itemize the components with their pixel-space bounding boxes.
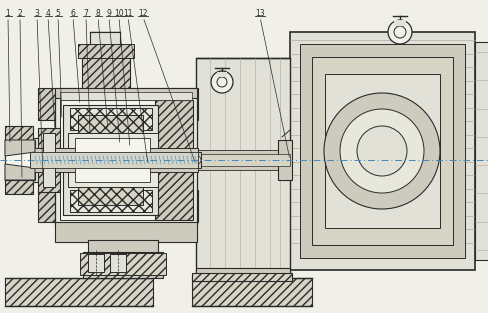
Bar xyxy=(88,240,158,254)
Bar xyxy=(196,150,289,170)
Bar xyxy=(110,254,126,272)
Text: 1: 1 xyxy=(6,9,10,18)
Bar xyxy=(55,88,197,98)
Bar xyxy=(60,100,192,220)
Bar xyxy=(83,252,163,278)
Circle shape xyxy=(217,77,226,87)
Bar xyxy=(63,105,158,215)
Bar xyxy=(193,152,201,168)
Circle shape xyxy=(356,126,406,176)
Bar xyxy=(5,278,153,306)
Bar xyxy=(325,74,439,228)
Bar xyxy=(60,92,192,100)
Bar xyxy=(78,115,142,133)
Bar xyxy=(78,187,142,205)
Bar xyxy=(38,190,198,222)
Bar xyxy=(68,133,158,187)
Text: 10: 10 xyxy=(114,9,123,18)
Circle shape xyxy=(210,71,232,93)
Bar xyxy=(33,138,53,182)
Bar xyxy=(299,44,464,258)
Bar xyxy=(289,32,474,270)
Bar xyxy=(55,222,197,242)
Text: 11: 11 xyxy=(123,9,132,18)
Bar xyxy=(393,20,405,26)
Circle shape xyxy=(393,26,405,38)
Bar xyxy=(5,126,33,194)
Bar xyxy=(80,253,165,275)
Text: 9: 9 xyxy=(106,9,111,18)
Text: 2: 2 xyxy=(18,9,22,18)
Bar xyxy=(55,95,197,225)
Bar xyxy=(155,100,193,220)
Polygon shape xyxy=(5,164,35,180)
Bar xyxy=(192,273,291,281)
Text: 6: 6 xyxy=(70,9,75,18)
Circle shape xyxy=(387,20,411,44)
Bar xyxy=(38,128,60,192)
Bar xyxy=(78,44,134,58)
Bar xyxy=(90,32,120,57)
Bar xyxy=(43,133,55,187)
Circle shape xyxy=(324,93,439,209)
Bar xyxy=(82,50,130,100)
Text: 7: 7 xyxy=(83,9,88,18)
Bar xyxy=(30,152,198,168)
Bar xyxy=(192,278,311,306)
Circle shape xyxy=(339,109,423,193)
Text: 8: 8 xyxy=(96,9,100,18)
Bar xyxy=(278,140,291,180)
Bar xyxy=(217,72,226,77)
Bar xyxy=(311,57,452,245)
Text: 13: 13 xyxy=(255,9,264,18)
Bar xyxy=(474,42,488,260)
Text: 4: 4 xyxy=(45,9,50,18)
Bar xyxy=(196,154,289,166)
Circle shape xyxy=(193,156,201,164)
Bar xyxy=(196,58,289,273)
Bar xyxy=(70,190,152,212)
Bar xyxy=(5,140,35,180)
Polygon shape xyxy=(5,140,35,156)
Bar xyxy=(88,254,104,272)
Bar xyxy=(75,138,150,182)
Text: 5: 5 xyxy=(56,9,61,18)
Bar xyxy=(30,148,198,172)
Bar xyxy=(196,268,289,278)
Text: 3: 3 xyxy=(35,9,40,18)
Text: 12: 12 xyxy=(138,9,147,18)
Bar xyxy=(38,88,198,120)
Bar xyxy=(70,108,152,130)
